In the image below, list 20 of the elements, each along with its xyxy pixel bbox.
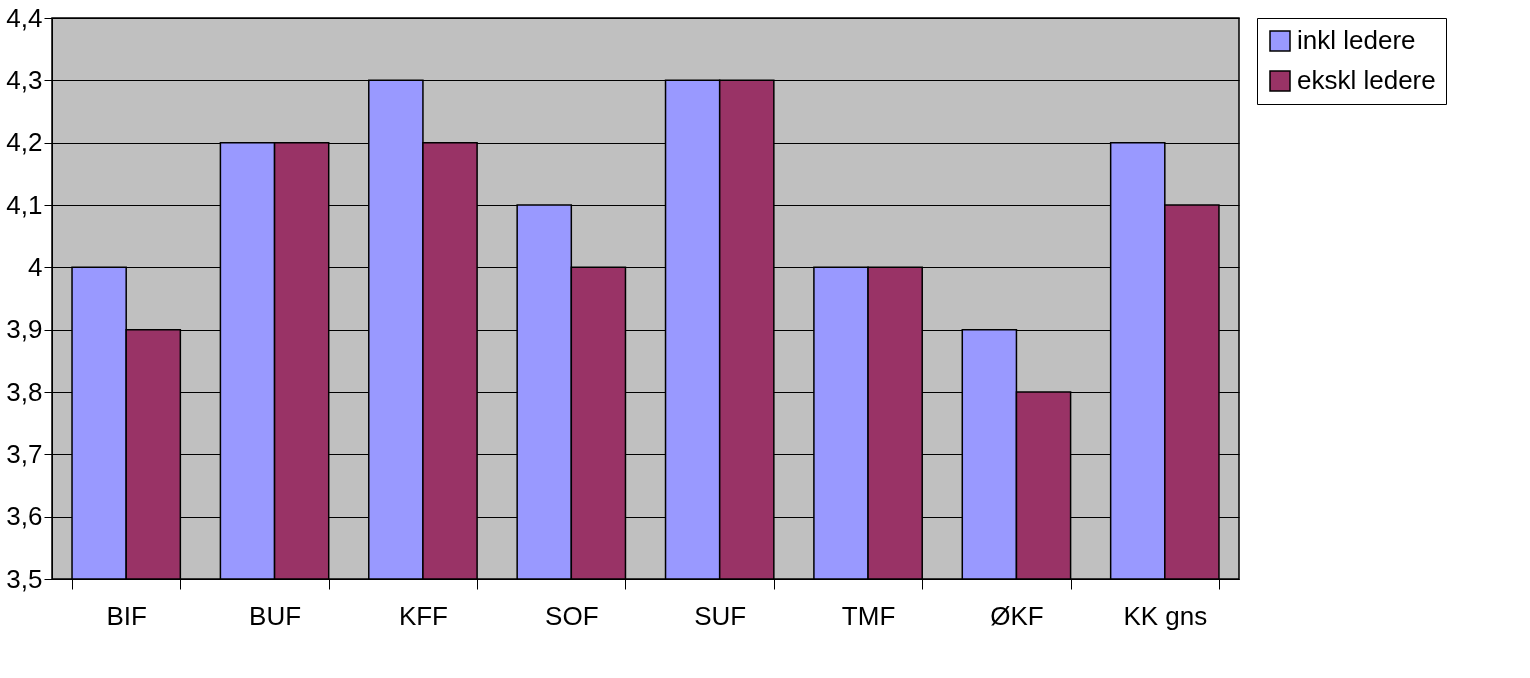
y-tick-label: 3,9 [6, 314, 43, 345]
y-tick-label: 4,4 [6, 2, 43, 33]
x-tick-label: ØKF [990, 600, 1044, 631]
y-tick-label: 3,7 [6, 438, 43, 469]
y-tick-label: 3,5 [6, 563, 43, 594]
x-tick-label: BIF [106, 600, 147, 631]
legend-label: ekskl ledere [1297, 65, 1436, 95]
y-tick-label: 4,2 [6, 127, 43, 158]
x-tick-label: TMF [841, 600, 896, 631]
y-tick-label: 3,6 [6, 501, 43, 532]
y-tick-label: 3,8 [6, 376, 43, 407]
x-tick-label: SOF [545, 600, 599, 631]
y-tick-label: 4,3 [6, 64, 43, 95]
y-tick-label: 4 [28, 251, 43, 282]
x-tick-label: BUF [249, 600, 302, 631]
y-tick-label: 4,1 [6, 189, 43, 220]
x-tick-label: KFF [398, 600, 448, 631]
legend-label: inkl ledere [1297, 25, 1416, 55]
x-tick-label: SUF [694, 600, 747, 631]
x-tick-label: KK gns [1123, 600, 1208, 631]
